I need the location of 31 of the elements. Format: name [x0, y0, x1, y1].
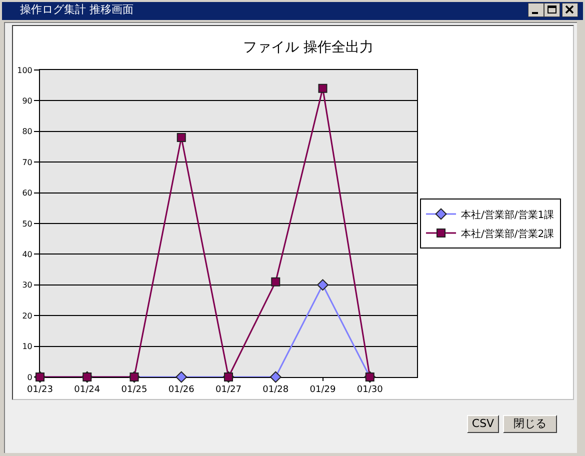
- close-button: 閉じる: [503, 415, 557, 433]
- point: [271, 277, 280, 286]
- y-tick-label: 70: [22, 158, 32, 167]
- x-tick-label: 01/25: [121, 384, 148, 395]
- y-tick-label: 0: [27, 372, 32, 382]
- csv-button: CSV: [467, 415, 499, 433]
- y-tick-label: 90: [22, 96, 32, 106]
- y-tick-label: 80: [22, 127, 32, 136]
- x-tick-label: 01/24: [74, 384, 100, 395]
- y-tick-label: 40: [22, 250, 32, 259]
- point: [270, 371, 282, 383]
- x-tick-label: 01/29: [310, 384, 336, 395]
- x-tick-label: 01/23: [27, 384, 53, 395]
- x-tick-label: 01/26: [168, 384, 195, 395]
- x-tick-label: 01/28: [262, 384, 289, 395]
- x-tick-label: 01/30: [356, 384, 384, 395]
- chart-title: ファイル 操作全出力: [242, 40, 374, 56]
- point: [318, 84, 328, 93]
- y-tick-label: 50: [22, 219, 32, 228]
- point: [317, 279, 328, 291]
- y-tick-label: 20: [22, 311, 32, 320]
- y-tick-label: 10: [22, 342, 32, 352]
- y-tick-label: 60: [22, 188, 32, 198]
- x-tick-label: 01/27: [216, 384, 242, 395]
- legend-label: 本社/営業部/営業1課: [461, 208, 554, 221]
- y-tick-label: 100: [17, 66, 32, 75]
- point: [176, 133, 186, 142]
- y-tick-label: 30: [22, 280, 32, 290]
- point: [176, 371, 188, 383]
- text: 操作ログ集計 推移画面: [20, 3, 134, 16]
- legend-label: 本社/営業部/営業2課: [461, 228, 554, 240]
